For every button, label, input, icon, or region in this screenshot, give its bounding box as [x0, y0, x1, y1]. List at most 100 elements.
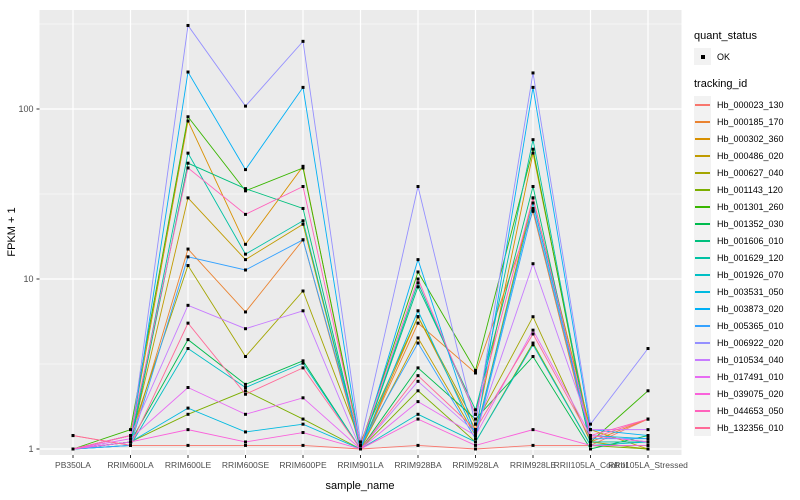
legend-item-label: Hb_010534_040: [717, 354, 784, 365]
data-point: [301, 359, 305, 363]
legend-key-line: [694, 402, 711, 419]
data-point: [646, 443, 650, 447]
data-point: [416, 389, 420, 393]
data-point: [301, 166, 305, 170]
data-point: [301, 422, 305, 426]
data-point: [474, 412, 477, 416]
data-point: [301, 289, 305, 293]
data-point: [531, 196, 535, 200]
legend-line-swatch: [695, 103, 710, 106]
data-point: [186, 338, 190, 342]
legend-line-swatch: [695, 392, 710, 395]
data-point: [186, 443, 190, 447]
data-point: [531, 428, 535, 432]
data-point: [646, 440, 650, 444]
data-point: [416, 336, 420, 340]
legend-item-label: Hb_017491_010: [717, 371, 784, 382]
x-tick-label: RRIM928LA: [452, 460, 499, 470]
legend-line-swatch: [695, 120, 710, 123]
legend-key-line: [694, 283, 711, 300]
legend-item-label: Hb_001352_030: [717, 218, 784, 229]
legend-item-Hb_006922_020: Hb_006922_020: [694, 334, 800, 351]
data-point: [416, 412, 420, 416]
legend-key-point: [694, 48, 711, 65]
data-point: [646, 437, 650, 441]
data-point: [244, 386, 247, 390]
data-point: [646, 347, 650, 351]
data-point: [244, 327, 247, 331]
legend-item-ok: OK: [694, 48, 800, 65]
data-point: [186, 247, 190, 251]
legend-key-line: [694, 351, 711, 368]
data-point: [531, 185, 535, 189]
data-point: [71, 434, 75, 438]
data-point: [186, 386, 190, 390]
data-point: [646, 428, 650, 432]
x-tick-label: PB350LA: [55, 460, 91, 470]
data-point: [129, 437, 132, 441]
data-point: [416, 341, 420, 345]
data-point: [301, 361, 305, 365]
data-point: [301, 185, 305, 189]
x-tick-label: RRIM901LA: [337, 460, 384, 470]
data-point: [301, 238, 305, 242]
legend-item-Hb_017491_010: Hb_017491_010: [694, 368, 800, 385]
legend-key-line: [694, 147, 711, 164]
legend-item-label: Hb_001926_070: [717, 269, 784, 280]
x-tick-label: RRIM600LA: [107, 460, 154, 470]
legend-item-label: Hb_044653_050: [717, 405, 784, 416]
legend-item-label: Hb_000023_130: [717, 99, 784, 110]
legend-line-swatch: [695, 137, 710, 140]
data-point: [186, 347, 190, 351]
data-point: [129, 428, 132, 432]
data-point: [244, 212, 247, 216]
data-point: [359, 447, 362, 451]
data-point: [244, 430, 247, 434]
data-point: [244, 252, 247, 256]
legend-item-label: OK: [717, 51, 731, 62]
data-point: [416, 443, 420, 447]
data-point: [531, 206, 535, 210]
y-tick-label: 1: [28, 444, 33, 454]
data-point: [589, 434, 592, 438]
x-tick-label: RRIM928BA: [394, 460, 442, 470]
legend-item-Hb_039075_020: Hb_039075_020: [694, 385, 800, 402]
data-point: [71, 447, 75, 451]
x-tick-label: RRIM600SE: [222, 460, 270, 470]
legend-item-label: Hb_001606_010: [717, 235, 784, 246]
legend-item-Hb_000302_360: Hb_000302_360: [694, 130, 800, 147]
legend-key-line: [694, 164, 711, 181]
data-point: [474, 408, 477, 412]
legend-item-Hb_001301_260: Hb_001301_260: [694, 198, 800, 215]
data-point: [474, 368, 477, 372]
data-point: [244, 268, 247, 272]
legend-line-swatch: [695, 256, 710, 259]
data-point: [244, 389, 247, 393]
data-point: [416, 379, 420, 383]
legend-key-line: [694, 385, 711, 402]
data-point: [186, 119, 190, 123]
legend-item-label: Hb_000185_170: [717, 116, 784, 127]
legend-quant-status: quant_status OK: [694, 30, 800, 65]
data-point: [301, 39, 305, 43]
data-point: [301, 431, 305, 435]
data-point: [589, 443, 592, 447]
data-point: [531, 138, 535, 142]
data-point: [244, 242, 247, 246]
legend-item-Hb_003531_050: Hb_003531_050: [694, 283, 800, 300]
data-point: [186, 255, 190, 259]
data-point: [186, 151, 190, 155]
legend-line-swatch: [695, 375, 710, 378]
data-point: [416, 374, 420, 378]
data-point: [186, 303, 190, 307]
data-point: [244, 440, 247, 444]
legend-title-quant-status: quant_status: [694, 30, 757, 42]
data-point: [531, 355, 535, 359]
data-point: [186, 161, 190, 165]
legend-item-Hb_044653_050: Hb_044653_050: [694, 402, 800, 419]
legend-item-label: Hb_000302_360: [717, 133, 784, 144]
legend-item-Hb_001629_120: Hb_001629_120: [694, 249, 800, 266]
data-point: [531, 315, 535, 319]
data-point: [416, 366, 420, 370]
